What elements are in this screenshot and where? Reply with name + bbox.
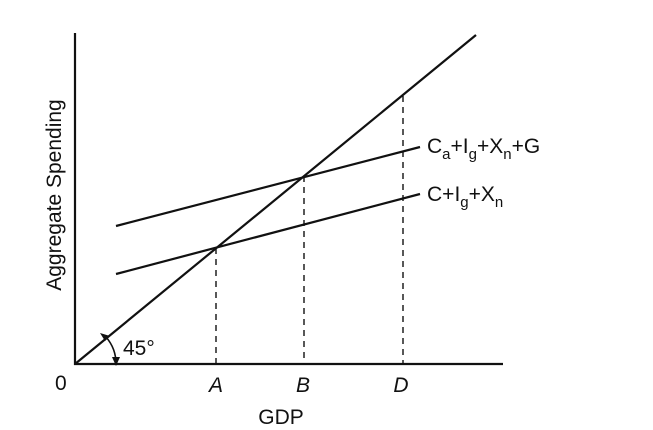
angle-label: 45° [123, 337, 155, 360]
lower-expenditure-line [115, 192, 421, 276]
lower-line-label: C+Ig+Xn [427, 183, 503, 211]
upper-line-label: Ca+Ig+Xn+G [427, 135, 540, 163]
angle-arc-arrowhead-bottom [112, 357, 120, 366]
tick-label-b: B [296, 374, 310, 397]
tick-label-a: A [207, 374, 223, 397]
angle-arc-arrowhead-top [100, 333, 110, 341]
y-axis-title: Aggregate Spending [43, 99, 66, 291]
origin-label: 0 [55, 372, 67, 395]
tick-label-d: D [393, 374, 408, 397]
x-axis-title: GDP [258, 406, 304, 429]
upper-expenditure-line [115, 145, 421, 228]
forty-five-degree-line [74, 34, 477, 365]
